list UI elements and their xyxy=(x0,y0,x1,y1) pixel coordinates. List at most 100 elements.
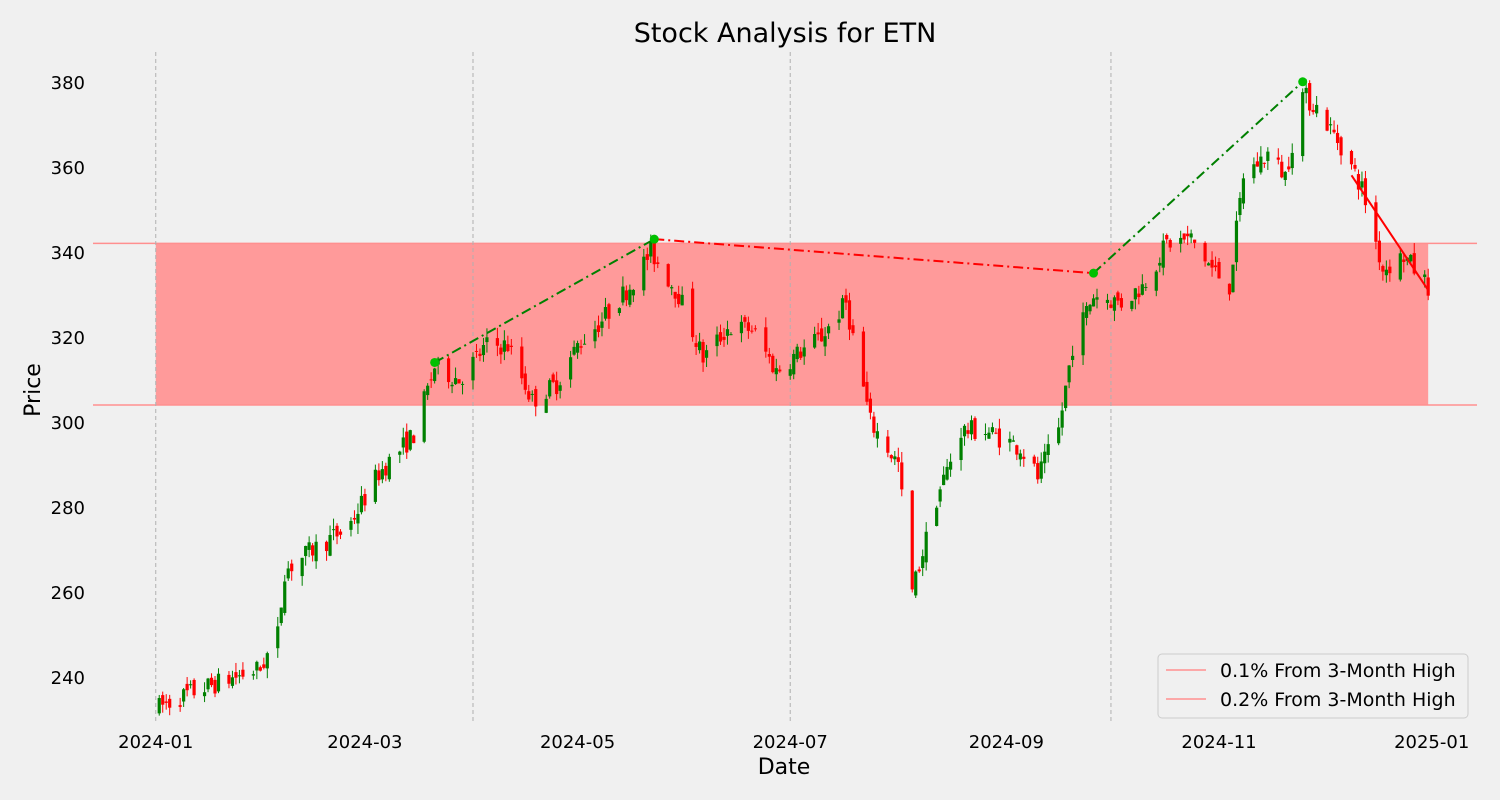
candle xyxy=(363,488,367,512)
candle xyxy=(673,291,677,308)
legend: 0.1% From 3-Month High 0.2% From 3-Month… xyxy=(1157,653,1469,719)
candle-body xyxy=(1081,312,1085,356)
candle-body xyxy=(1203,242,1207,262)
candle-body xyxy=(1363,178,1368,206)
candle-body xyxy=(1109,304,1113,308)
candle-body xyxy=(649,242,653,257)
candle-body xyxy=(495,338,499,346)
candle-body xyxy=(774,368,778,375)
candle xyxy=(481,337,486,362)
candle-body xyxy=(764,327,768,352)
candle xyxy=(1015,444,1019,461)
candle xyxy=(1046,434,1050,463)
candle xyxy=(255,660,259,680)
y-tick-label-7: 360 xyxy=(51,158,85,179)
candle-body xyxy=(1165,234,1169,240)
candle-body xyxy=(921,556,925,569)
candle-body xyxy=(886,436,890,453)
candle-body xyxy=(900,462,904,490)
candle-body xyxy=(1130,300,1134,309)
candle xyxy=(945,458,949,481)
candle xyxy=(1231,264,1235,293)
candle xyxy=(701,339,705,372)
candle xyxy=(405,423,409,459)
candle xyxy=(265,651,269,679)
candle xyxy=(412,434,416,444)
candle-body xyxy=(255,661,259,671)
candle-body xyxy=(1011,440,1015,442)
candle-body xyxy=(1426,277,1430,296)
candle xyxy=(847,292,852,341)
candle-body xyxy=(1182,233,1186,240)
candle-body xyxy=(185,683,189,691)
candle-body xyxy=(363,494,367,506)
candle-body xyxy=(746,322,750,331)
candle xyxy=(994,428,998,435)
candle-body xyxy=(1388,266,1392,274)
candle-body xyxy=(837,319,841,323)
candle-body xyxy=(251,674,255,676)
candle xyxy=(506,335,510,353)
candle-body xyxy=(1241,178,1246,204)
candle xyxy=(1140,274,1144,296)
candle xyxy=(1227,283,1232,301)
candle-body xyxy=(942,474,946,486)
candle xyxy=(1238,192,1242,222)
candle xyxy=(384,462,388,482)
candle xyxy=(314,534,318,569)
candle-body xyxy=(983,434,988,436)
candle xyxy=(1133,287,1137,310)
candle xyxy=(962,424,967,446)
candle xyxy=(429,372,433,388)
candle-body xyxy=(739,321,744,334)
candle-body xyxy=(551,374,555,382)
candle xyxy=(631,288,635,303)
candle xyxy=(544,394,548,414)
candle xyxy=(1105,293,1110,310)
candle-body xyxy=(973,418,977,439)
candle xyxy=(1116,290,1120,306)
candle xyxy=(551,372,555,384)
candle-body xyxy=(377,470,381,481)
candle xyxy=(1186,225,1190,246)
legend-entry-1: 0.1% From 3-Month High xyxy=(1220,660,1456,682)
candle-body xyxy=(1036,463,1040,480)
candle-body xyxy=(1332,129,1336,133)
candle xyxy=(502,330,506,361)
candle-body xyxy=(548,380,552,397)
candle xyxy=(900,451,904,497)
candle-body xyxy=(307,542,311,550)
candle xyxy=(356,503,360,534)
candle-body xyxy=(1266,151,1270,161)
peak-marker-4 xyxy=(1298,77,1308,87)
x-tick-label-1: 2024-01 xyxy=(118,732,193,753)
candle xyxy=(422,389,426,444)
candle xyxy=(283,574,287,616)
candle-body xyxy=(1339,137,1343,156)
candle xyxy=(1374,195,1378,250)
candle-body xyxy=(352,517,357,520)
y-axis-label: Price xyxy=(21,363,46,417)
candle xyxy=(189,680,193,689)
y-tick-label-8: 380 xyxy=(51,73,85,94)
candle xyxy=(1349,149,1354,170)
candle xyxy=(750,325,754,334)
axis-layer: 2024-01 2024-03 2024-05 2024-07 2024-09 2024-… xyxy=(51,73,1470,753)
candle-body xyxy=(802,347,806,357)
candle-body xyxy=(621,286,625,303)
candle xyxy=(380,461,384,484)
candle xyxy=(216,668,221,694)
candle-body xyxy=(1206,263,1211,266)
candle-body xyxy=(1349,151,1354,165)
candle xyxy=(478,348,482,362)
candle xyxy=(1290,143,1294,175)
candle xyxy=(1262,162,1266,168)
candle-body xyxy=(1353,164,1357,169)
candle xyxy=(234,662,238,685)
candle-body xyxy=(1158,262,1162,266)
candle-body xyxy=(847,300,852,330)
candle-body xyxy=(206,678,210,690)
candle-body xyxy=(530,393,534,395)
candle xyxy=(1328,117,1333,135)
candle xyxy=(1179,230,1183,253)
